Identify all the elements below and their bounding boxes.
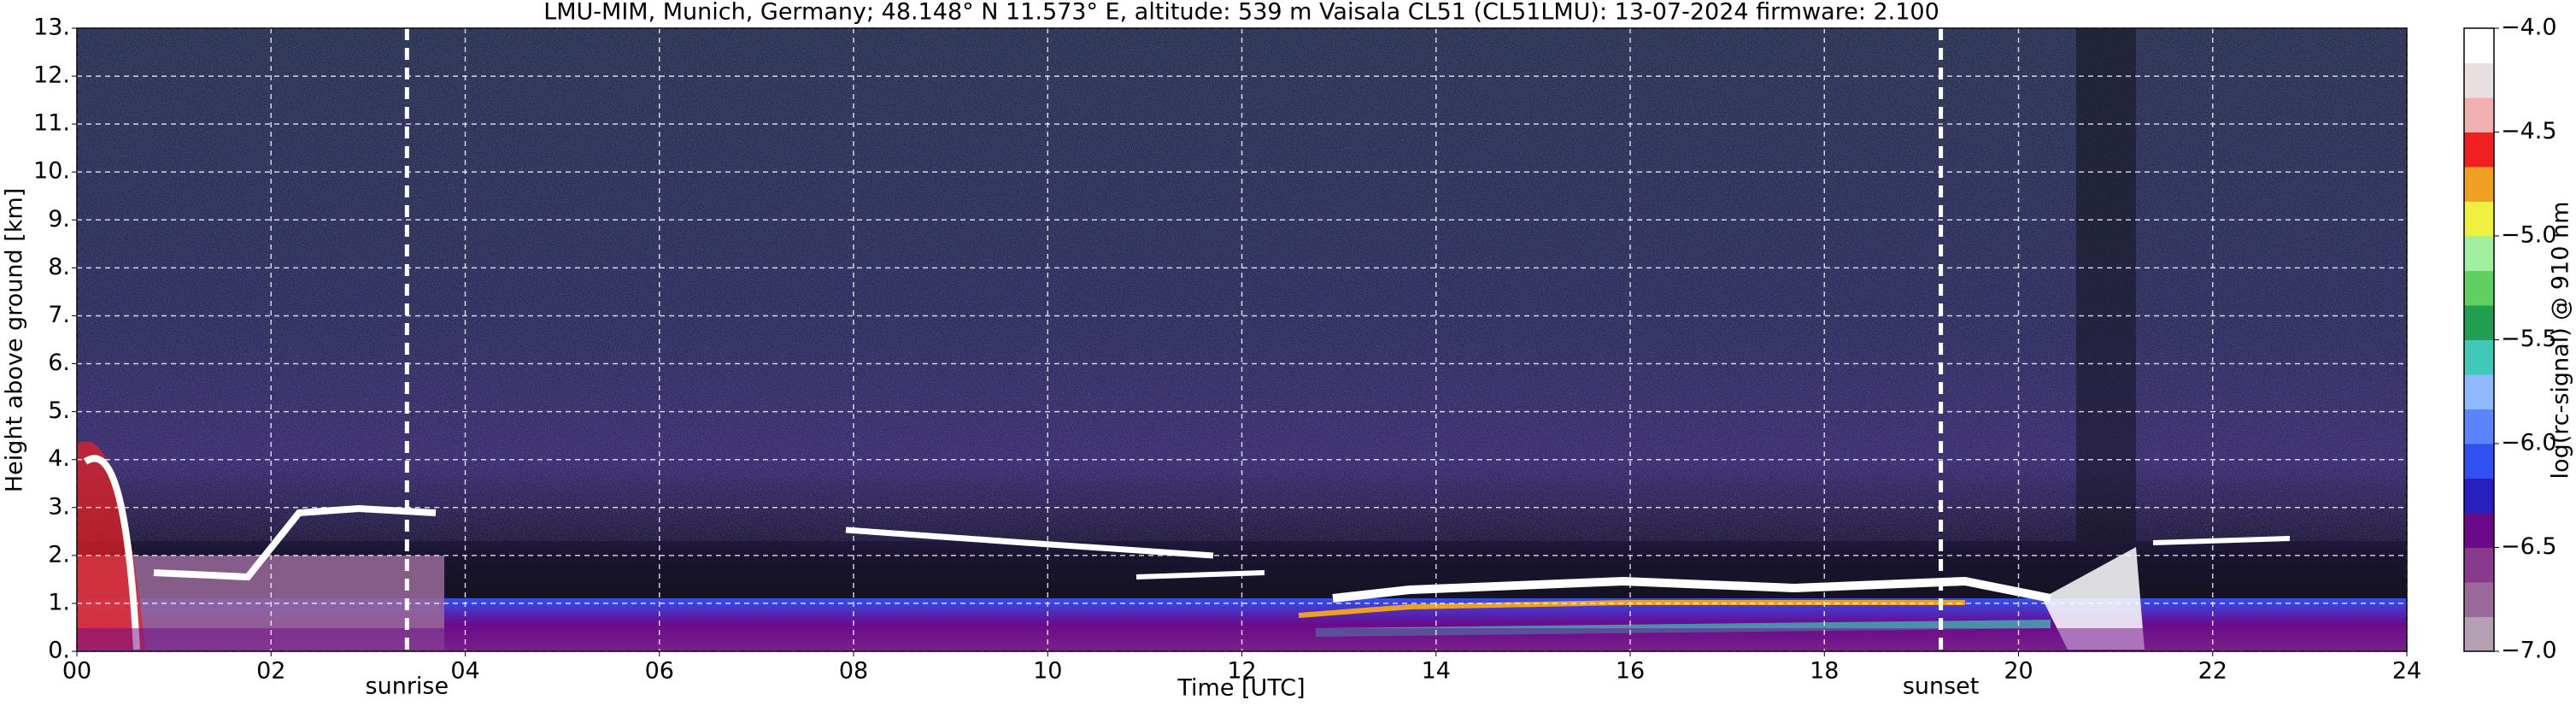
colorbar-swatch xyxy=(2464,513,2494,548)
y-tick-label: 6. xyxy=(48,350,70,376)
colorbar-tick-label: −4.5 xyxy=(2501,118,2557,144)
colorbar-swatch xyxy=(2464,62,2494,98)
x-tick-label: 12 xyxy=(1227,658,1256,685)
x-tick-label: 24 xyxy=(2392,658,2421,685)
colorbar-swatch xyxy=(2464,616,2494,652)
y-tick-label: 12. xyxy=(33,62,70,89)
y-tick-label: 2. xyxy=(48,541,70,568)
colorbar-swatch xyxy=(2464,270,2494,306)
x-tick-label: 14 xyxy=(1422,658,1451,685)
x-tick-label: 16 xyxy=(1616,658,1645,685)
y-tick-label: 3. xyxy=(48,493,70,520)
colorbar-tick-label: −6.0 xyxy=(2501,430,2557,456)
x-tick-label: 06 xyxy=(645,658,674,685)
y-tick-label: 1. xyxy=(48,589,70,615)
colorbar-tick-label: −5.5 xyxy=(2501,326,2557,352)
colorbar-tick-label: −6.5 xyxy=(2501,533,2557,560)
y-tick-label: 9. xyxy=(48,206,70,232)
colorbar-swatch xyxy=(2464,444,2494,479)
colorbar-swatch xyxy=(2464,305,2494,340)
y-tick-label: 10. xyxy=(33,158,70,185)
colorbar-swatch xyxy=(2464,97,2494,132)
colorbar-swatch xyxy=(2464,547,2494,583)
y-axis-label: Height above ground [km] xyxy=(2,188,28,492)
x-tick-label: 22 xyxy=(2198,658,2227,685)
x-tick-label: 18 xyxy=(1810,658,1839,685)
x-tick-label: 08 xyxy=(839,658,868,685)
plot-frame xyxy=(76,27,2408,652)
x-tick-label: 00 xyxy=(62,658,91,685)
y-tick-label: 13. xyxy=(33,15,70,41)
colorbar-swatch xyxy=(2464,28,2494,63)
annotation-label: sunrise xyxy=(366,674,449,700)
axes: 00 02 04 06 08 10 12 14 16 18 20 22 24 0. 1. 2. 3. 4. 5. 6.… xyxy=(33,15,2557,700)
colorbar-swatch xyxy=(2464,132,2494,168)
colorbar-swatch xyxy=(2464,374,2494,409)
colorbar-swatch xyxy=(2464,201,2494,237)
colorbar-swatch xyxy=(2464,582,2494,617)
y-tick-label: 7. xyxy=(48,302,70,328)
colorbar-swatch xyxy=(2464,409,2494,444)
colorbar-tick-label: −4.0 xyxy=(2501,15,2557,41)
x-tick-label: 02 xyxy=(256,658,285,685)
y-tick-label: 0. xyxy=(48,638,70,664)
x-tick-label: 20 xyxy=(2004,658,2033,685)
annotation-label: sunset xyxy=(1903,674,1980,700)
y-tick-label: 11. xyxy=(33,110,70,137)
colorbar-swatch xyxy=(2464,236,2494,271)
colorbar-swatch xyxy=(2464,478,2494,514)
colorbar-tick-label: −5.0 xyxy=(2501,222,2557,249)
colorbar-swatch xyxy=(2464,339,2494,375)
chart-title: LMU-MIM, Munich, Germany; 48.148° N 11.5… xyxy=(543,0,1939,26)
x-tick-label: 04 xyxy=(450,658,479,685)
colorbar-label: log(rc-signal) @ 910 nm xyxy=(2548,202,2574,479)
colorbar-tick-label: −7.0 xyxy=(2501,638,2557,664)
y-tick-label: 4. xyxy=(48,445,70,472)
x-tick-label: 10 xyxy=(1033,658,1062,685)
y-tick-label: 8. xyxy=(48,254,70,280)
x-axis-label: Time [UTC] xyxy=(1177,675,1305,702)
y-tick-label: 5. xyxy=(48,397,70,424)
colorbar-swatch xyxy=(2464,167,2494,202)
